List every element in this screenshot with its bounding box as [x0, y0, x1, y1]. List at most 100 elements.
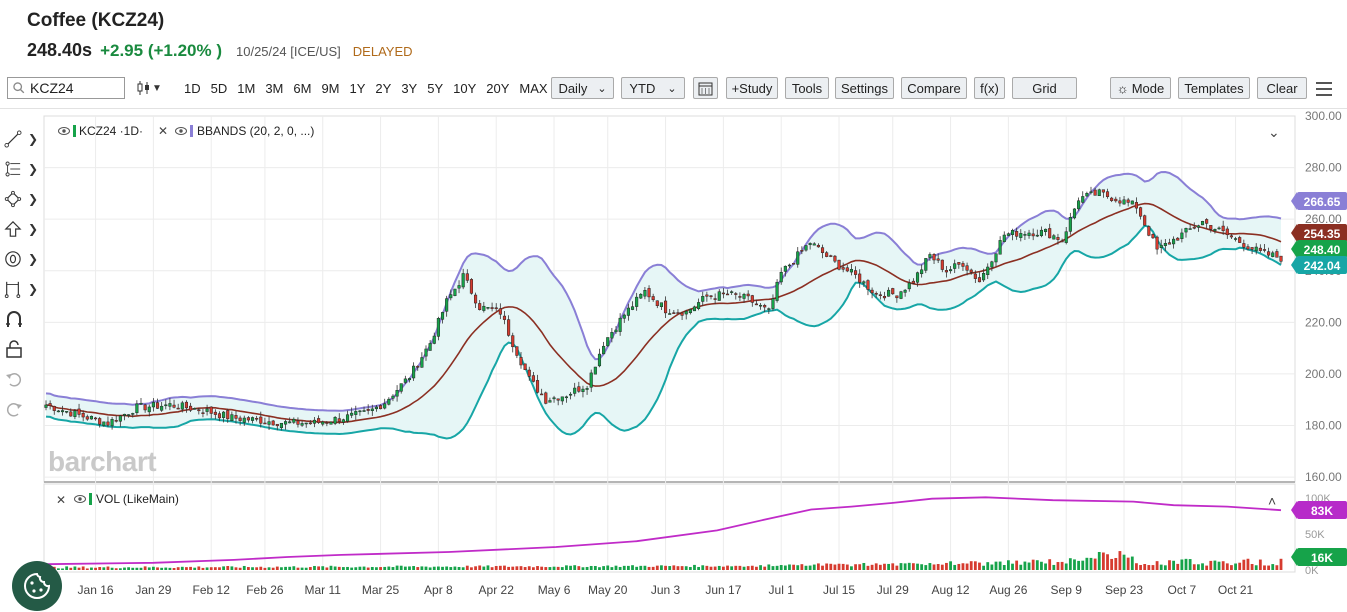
- volume-bar: [1023, 561, 1027, 570]
- eye-icon[interactable]: [58, 127, 70, 135]
- range-1m[interactable]: 1M: [237, 81, 256, 96]
- x-tick-label: Mar 11: [305, 583, 342, 597]
- range-1d[interactable]: 1D: [184, 81, 201, 96]
- candle: [193, 408, 197, 410]
- fib-tool[interactable]: ❯: [4, 158, 38, 180]
- add-study-button[interactable]: +Study: [726, 77, 778, 99]
- range-9m[interactable]: 9M: [321, 81, 340, 96]
- range-6m[interactable]: 6M: [293, 81, 312, 96]
- undo-tool[interactable]: [4, 368, 38, 390]
- candle: [465, 273, 469, 281]
- volume-bar: [1271, 564, 1275, 570]
- volume-bar: [614, 565, 618, 570]
- range-1y[interactable]: 1Y: [349, 81, 366, 96]
- candle: [358, 410, 362, 413]
- volume-bar: [209, 567, 213, 570]
- candle: [949, 269, 953, 272]
- range-3y[interactable]: 3Y: [401, 81, 418, 96]
- candle: [333, 416, 337, 424]
- candle: [1163, 243, 1167, 246]
- templates-button[interactable]: Templates: [1178, 77, 1250, 99]
- candle: [825, 252, 829, 257]
- volume-bar: [1254, 565, 1258, 570]
- lock-tool[interactable]: [4, 338, 38, 360]
- candle: [457, 285, 461, 289]
- settings-button[interactable]: Settings: [835, 77, 894, 99]
- symbol-input[interactable]: [28, 79, 124, 97]
- candle: [184, 401, 188, 409]
- volume-bar: [420, 566, 424, 570]
- candle: [895, 295, 899, 299]
- range-max[interactable]: MAX: [519, 81, 548, 96]
- tools-button[interactable]: Tools: [785, 77, 829, 99]
- magnet-tool[interactable]: [4, 308, 38, 330]
- volume-bar: [949, 561, 952, 570]
- candle: [428, 343, 432, 351]
- candle: [453, 288, 457, 296]
- candle: [874, 293, 878, 295]
- cookie-settings-button[interactable]: [12, 561, 62, 611]
- volume-bar: [655, 565, 659, 570]
- eye-icon[interactable]: [175, 127, 187, 135]
- range-3m[interactable]: 3M: [265, 81, 284, 96]
- candle: [502, 315, 507, 320]
- arrow-tool[interactable]: ❯: [4, 218, 38, 240]
- quote-timestamp: 10/25/24 [ICE/US]: [236, 44, 341, 59]
- candle: [139, 403, 143, 405]
- candle: [292, 418, 296, 423]
- hamburger-menu-icon[interactable]: [1316, 82, 1332, 100]
- volume-bar: [792, 564, 796, 570]
- candle: [1035, 234, 1039, 237]
- clear-button[interactable]: Clear: [1257, 77, 1307, 99]
- candle: [659, 302, 663, 307]
- candle: [738, 296, 742, 298]
- redo-tool[interactable]: [4, 398, 38, 420]
- volume-bar: [81, 566, 85, 570]
- symbol-search[interactable]: [7, 77, 125, 99]
- candle: [965, 265, 969, 271]
- volume-bar: [201, 567, 205, 570]
- shape-tool[interactable]: ❯: [4, 188, 38, 210]
- chevron-right-icon: ❯: [27, 162, 38, 176]
- candle: [1010, 230, 1015, 235]
- candle: [1105, 191, 1110, 197]
- volume-average-line: [45, 496, 1282, 566]
- chart-type-selector[interactable]: ▼: [136, 79, 162, 96]
- volume-bar: [280, 567, 283, 570]
- range-20y[interactable]: 20Y: [486, 81, 510, 96]
- measure-tool[interactable]: ❯: [4, 278, 38, 300]
- range-10y[interactable]: 10Y: [453, 81, 477, 96]
- range-5y[interactable]: 5Y: [427, 81, 444, 96]
- candle: [118, 415, 122, 422]
- annotation-tool[interactable]: ❯: [4, 248, 38, 270]
- compare-button[interactable]: Compare: [901, 77, 967, 99]
- candle: [1006, 233, 1010, 236]
- trendline-tool[interactable]: ❯: [4, 128, 38, 150]
- volume-bar: [548, 567, 552, 570]
- range-2y[interactable]: 2Y: [375, 81, 392, 96]
- volume-bar: [1159, 564, 1163, 570]
- mode-button[interactable]: ☼ Mode: [1110, 77, 1171, 99]
- vol-average-value-pointer: [1291, 501, 1297, 519]
- eye-icon[interactable]: [74, 495, 86, 503]
- range-5d[interactable]: 5D: [210, 81, 228, 96]
- volume-bar: [812, 564, 816, 570]
- grid-button[interactable]: Grid: [1012, 77, 1077, 99]
- candle: [1101, 189, 1105, 193]
- volume-bar: [395, 565, 399, 570]
- volume-bar: [788, 564, 791, 570]
- candle: [1126, 199, 1130, 203]
- candle: [593, 366, 597, 375]
- function-button[interactable]: f(x): [974, 77, 1005, 99]
- vol-tick-label: 50K: [1305, 529, 1325, 541]
- candle: [581, 388, 585, 392]
- calendar-button[interactable]: [693, 77, 718, 99]
- volume-bar: [1176, 563, 1180, 570]
- interval-select[interactable]: Daily ⌄: [551, 77, 614, 99]
- period-select[interactable]: YTD ⌄: [621, 77, 685, 99]
- candle: [242, 417, 246, 423]
- bband-fill: [46, 172, 1281, 439]
- volume-bar: [267, 567, 271, 570]
- lower-band-line: [45, 224, 1282, 440]
